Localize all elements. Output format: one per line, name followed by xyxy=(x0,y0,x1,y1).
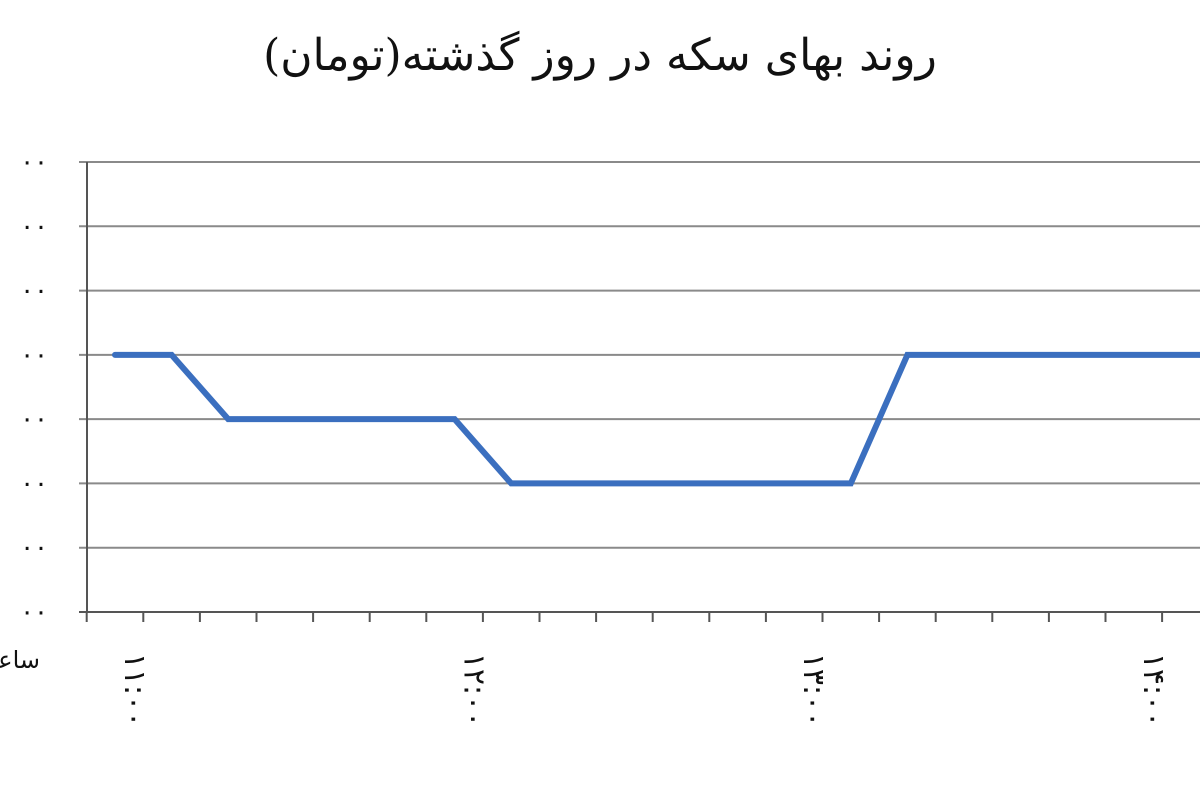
x-tick-label: ۱۱:۰۰ xyxy=(117,653,152,728)
y-tick-label: ۰۰ xyxy=(20,468,48,498)
y-tick-label: ۰۰ xyxy=(20,533,48,563)
y-tick-label: ۰۰ xyxy=(20,211,48,241)
y-tick-label: ۰۰ xyxy=(20,597,48,627)
x-tick-label: ۱۲:۰۰ xyxy=(457,653,492,728)
gridlines xyxy=(79,161,1200,613)
x-tick-label: ۱۳:۰۰ xyxy=(796,653,831,728)
series xyxy=(112,351,1200,487)
y-tick-label: ۰۰ xyxy=(20,404,48,434)
y-tick-label: ۰۰ xyxy=(20,340,48,370)
y-tick-label: ۰۰ xyxy=(20,147,48,177)
chart-title: روند بهای سکه در روز گذشته(تومان) xyxy=(263,30,937,81)
y-tick-labels: ۰۰ ۰۰ ۰۰ ۰۰ ۰۰ ۰۰ ۰۰ ۰۰ xyxy=(20,147,48,627)
x-tick-label: ۱۴:۰۰ xyxy=(1136,653,1171,728)
series-line xyxy=(112,351,1200,487)
ticks xyxy=(85,612,1164,622)
y-tick-label: ۰۰ xyxy=(20,276,48,306)
x-axis-title: ساعت xyxy=(0,646,40,674)
